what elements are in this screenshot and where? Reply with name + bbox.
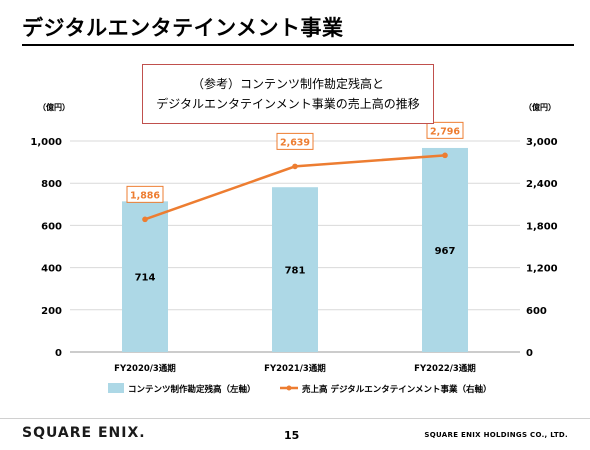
y-right-tick-label: 2,400 — [526, 179, 558, 190]
footer-band — [0, 418, 590, 450]
legend-line-marker — [286, 385, 292, 391]
y-right-tick-label: 0 — [526, 348, 533, 359]
y-left-tick-label: 200 — [41, 306, 62, 317]
line-value-label: 2,796 — [430, 126, 460, 137]
title-underline — [22, 44, 574, 46]
chart: 0 0 200 600 400 1,200 600 1,800 800 2,400 1,000 3,0… — [30, 102, 558, 395]
bar-value-label: 967 — [435, 246, 456, 257]
x-tick-label: FY2021/3通期 — [264, 363, 326, 374]
y-left-axis-label: （億円） — [38, 102, 70, 112]
square-enix-logo: SQUARE ENIX. — [22, 425, 146, 441]
line-value-label-box — [126, 185, 164, 203]
bar — [122, 201, 168, 352]
line-point — [292, 163, 298, 170]
bar-value-label: 714 — [135, 273, 156, 284]
legend-bar-label: コンテンツ制作勘定残高（左軸） — [128, 384, 256, 395]
reference-note-line-1: （参考）コンテンツ制作勘定残高と — [191, 77, 384, 91]
reference-note-line-2: デジタルエンタテインメント事業の売上高の推移 — [156, 97, 420, 111]
line-value-label: 2,639 — [280, 137, 310, 148]
y-left-tick-label: 600 — [41, 221, 62, 232]
bar — [272, 187, 318, 352]
company-name: SQUARE ENIX HOLDINGS CO., LTD. — [424, 431, 568, 439]
page-number: 15 — [284, 429, 300, 442]
y-right-tick-label: 1,200 — [526, 264, 558, 275]
x-tick-label: FY2022/3通期 — [414, 363, 476, 374]
line-value-label-box — [426, 121, 464, 139]
x-tick-label: FY2020/3通期 — [114, 363, 176, 374]
line-value-label-box — [276, 132, 314, 150]
y-right-tick-label: 600 — [526, 306, 547, 317]
y-left-tick-label: 0 — [55, 348, 62, 359]
legend-line-label: 売上高 デジタルエンタテインメント事業（右軸） — [301, 384, 492, 395]
legend-bar-swatch — [108, 383, 124, 393]
y-left-tick-label: 400 — [41, 264, 62, 275]
bar — [422, 147, 468, 352]
bar-value-label: 781 — [285, 266, 306, 277]
y-left-tick-label: 1,000 — [30, 137, 62, 148]
y-right-tick-label: 3,000 — [526, 137, 558, 148]
y-right-tick-label: 1,800 — [526, 221, 558, 232]
reference-note-box: （参考）コンテンツ制作勘定残高と デジタルエンタテインメント事業の売上高の推移 — [142, 64, 434, 124]
line-point — [142, 216, 148, 223]
slide-title: デジタルエンタテインメント事業 — [22, 16, 344, 40]
y-left-tick-label: 800 — [41, 179, 62, 190]
y-right-axis-label: （億円） — [524, 102, 556, 112]
line-point — [442, 152, 448, 159]
line-value-label: 1,886 — [130, 190, 160, 201]
